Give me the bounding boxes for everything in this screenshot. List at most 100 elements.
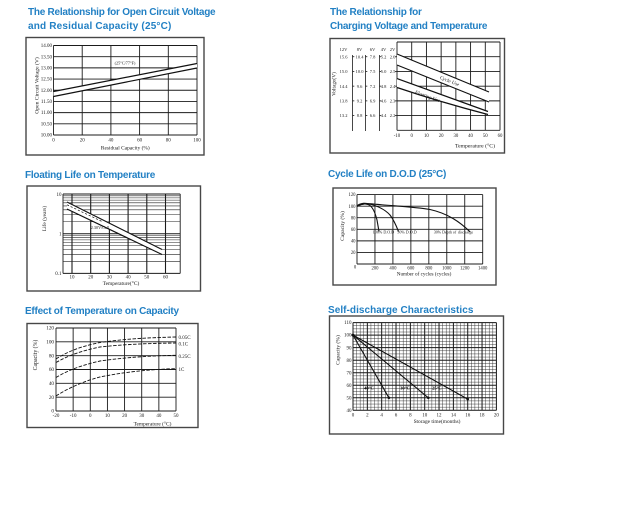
svg-text:80: 80 <box>49 353 55 359</box>
svg-text:1400: 1400 <box>478 267 488 272</box>
svg-text:4V: 4V <box>381 47 387 52</box>
svg-text:50: 50 <box>347 396 353 401</box>
svg-text:30: 30 <box>453 134 458 139</box>
svg-text:1: 1 <box>59 232 62 237</box>
svg-text:0.25C: 0.25C <box>179 355 192 360</box>
svg-text:14.4: 14.4 <box>340 84 349 89</box>
svg-text:Temperature (°C): Temperature (°C) <box>134 421 172 428</box>
svg-text:Capacity (%): Capacity (%) <box>339 211 346 241</box>
svg-text:14: 14 <box>451 414 457 419</box>
svg-text:2V: 2V <box>390 47 396 52</box>
svg-text:120: 120 <box>348 193 356 198</box>
svg-text:400: 400 <box>389 267 397 272</box>
svg-text:13.8: 13.8 <box>340 98 349 103</box>
svg-text:6.6: 6.6 <box>370 113 376 118</box>
svg-text:Temperature (°C): Temperature (°C) <box>455 143 495 150</box>
svg-text:100: 100 <box>193 139 201 144</box>
svg-text:30: 30 <box>107 276 113 281</box>
svg-text:100% D.O.D: 100% D.O.D <box>373 229 395 234</box>
svg-text:-10: -10 <box>394 134 401 139</box>
svg-text:30°C: 30°C <box>400 386 410 391</box>
svg-text:0: 0 <box>411 134 414 139</box>
svg-text:40: 40 <box>468 134 473 139</box>
svg-text:200: 200 <box>371 267 379 272</box>
svg-text:40: 40 <box>49 381 55 387</box>
svg-text:Capacity (%): Capacity (%) <box>32 340 39 371</box>
svg-text:2.4: 2.4 <box>390 84 396 89</box>
svg-text:0.1: 0.1 <box>55 272 62 277</box>
svg-text:20: 20 <box>439 134 444 139</box>
svg-text:7.2: 7.2 <box>370 84 376 89</box>
svg-text:20: 20 <box>80 139 86 144</box>
svg-text:100: 100 <box>46 339 54 345</box>
svg-text:8: 8 <box>409 414 412 419</box>
svg-text:-10: -10 <box>70 414 77 419</box>
svg-text:50: 50 <box>174 414 180 419</box>
svg-text:0: 0 <box>352 414 355 419</box>
svg-text:20: 20 <box>351 251 356 256</box>
svg-text:10.00: 10.00 <box>41 134 53 139</box>
svg-text:2.6: 2.6 <box>390 54 396 59</box>
svg-text:15.6: 15.6 <box>340 54 349 59</box>
svg-text:13.2: 13.2 <box>340 113 348 118</box>
svg-text:16: 16 <box>465 414 471 419</box>
svg-text:40°C: 40°C <box>364 386 374 391</box>
svg-text:30% Depth of: 30% Depth of <box>434 229 457 234</box>
svg-text:0: 0 <box>52 139 55 144</box>
svg-text:1200: 1200 <box>460 267 470 272</box>
svg-text:6V: 6V <box>370 47 376 52</box>
svg-text:600: 600 <box>407 267 415 272</box>
svg-text:4.6: 4.6 <box>381 98 387 103</box>
svg-text:5.0: 5.0 <box>381 69 387 74</box>
svg-text:2.5: 2.5 <box>390 69 396 74</box>
svg-text:12.00: 12.00 <box>41 89 53 94</box>
svg-text:50: 50 <box>144 276 150 281</box>
svg-text:2.30V/Cell: 2.30V/Cell <box>91 225 110 230</box>
svg-text:8.8: 8.8 <box>357 113 363 118</box>
svg-text:Life (years): Life (years) <box>41 206 48 231</box>
svg-text:40: 40 <box>347 409 353 414</box>
svg-text:Capacity (%): Capacity (%) <box>335 335 342 365</box>
svg-text:Open Circuit Voltage (V): Open Circuit Voltage (V) <box>34 57 41 114</box>
svg-text:Temperature(°C): Temperature(°C) <box>103 280 140 287</box>
svg-text:40: 40 <box>156 414 162 419</box>
svg-text:40: 40 <box>351 239 356 244</box>
svg-text:0: 0 <box>354 266 357 271</box>
svg-text:7.5: 7.5 <box>370 69 376 74</box>
svg-text:Number of cycles (cycles): Number of cycles (cycles) <box>397 271 452 278</box>
svg-text:100: 100 <box>348 205 356 210</box>
svg-text:80: 80 <box>351 216 356 221</box>
svg-text:1C: 1C <box>179 368 186 373</box>
svg-text:discharge: discharge <box>458 229 473 234</box>
svg-text:6: 6 <box>395 414 398 419</box>
svg-text:7.8: 7.8 <box>370 54 376 59</box>
svg-text:15.0: 15.0 <box>340 69 349 74</box>
svg-text:60: 60 <box>498 134 503 139</box>
svg-text:110: 110 <box>344 321 352 326</box>
svg-text:6.9: 6.9 <box>370 98 376 103</box>
svg-text:4.4: 4.4 <box>381 113 387 118</box>
svg-text:60: 60 <box>137 139 143 144</box>
svg-text:10: 10 <box>57 193 63 198</box>
svg-text:10.4: 10.4 <box>356 54 365 59</box>
svg-text:1000: 1000 <box>442 267 452 272</box>
svg-text:2.2: 2.2 <box>390 113 396 118</box>
svg-text:9.2: 9.2 <box>357 98 363 103</box>
svg-text:20: 20 <box>122 414 128 419</box>
svg-text:18: 18 <box>480 414 486 419</box>
svg-text:2.3: 2.3 <box>390 98 396 103</box>
svg-text:12V: 12V <box>340 47 349 52</box>
svg-text:4.8: 4.8 <box>381 84 387 89</box>
svg-text:800: 800 <box>425 267 433 272</box>
svg-text:10: 10 <box>70 276 76 281</box>
svg-text:60: 60 <box>351 228 356 233</box>
svg-text:0: 0 <box>89 414 92 419</box>
svg-text:10: 10 <box>105 414 111 419</box>
svg-text:14.00: 14.00 <box>41 44 53 49</box>
svg-text:10.50: 10.50 <box>41 122 53 127</box>
svg-text:25°C: 25°C <box>432 386 442 391</box>
svg-text:5.2: 5.2 <box>381 54 387 59</box>
svg-text:60: 60 <box>347 384 353 389</box>
svg-text:Residual Capacity (%): Residual Capacity (%) <box>101 145 150 152</box>
svg-text:9.6: 9.6 <box>357 84 363 89</box>
